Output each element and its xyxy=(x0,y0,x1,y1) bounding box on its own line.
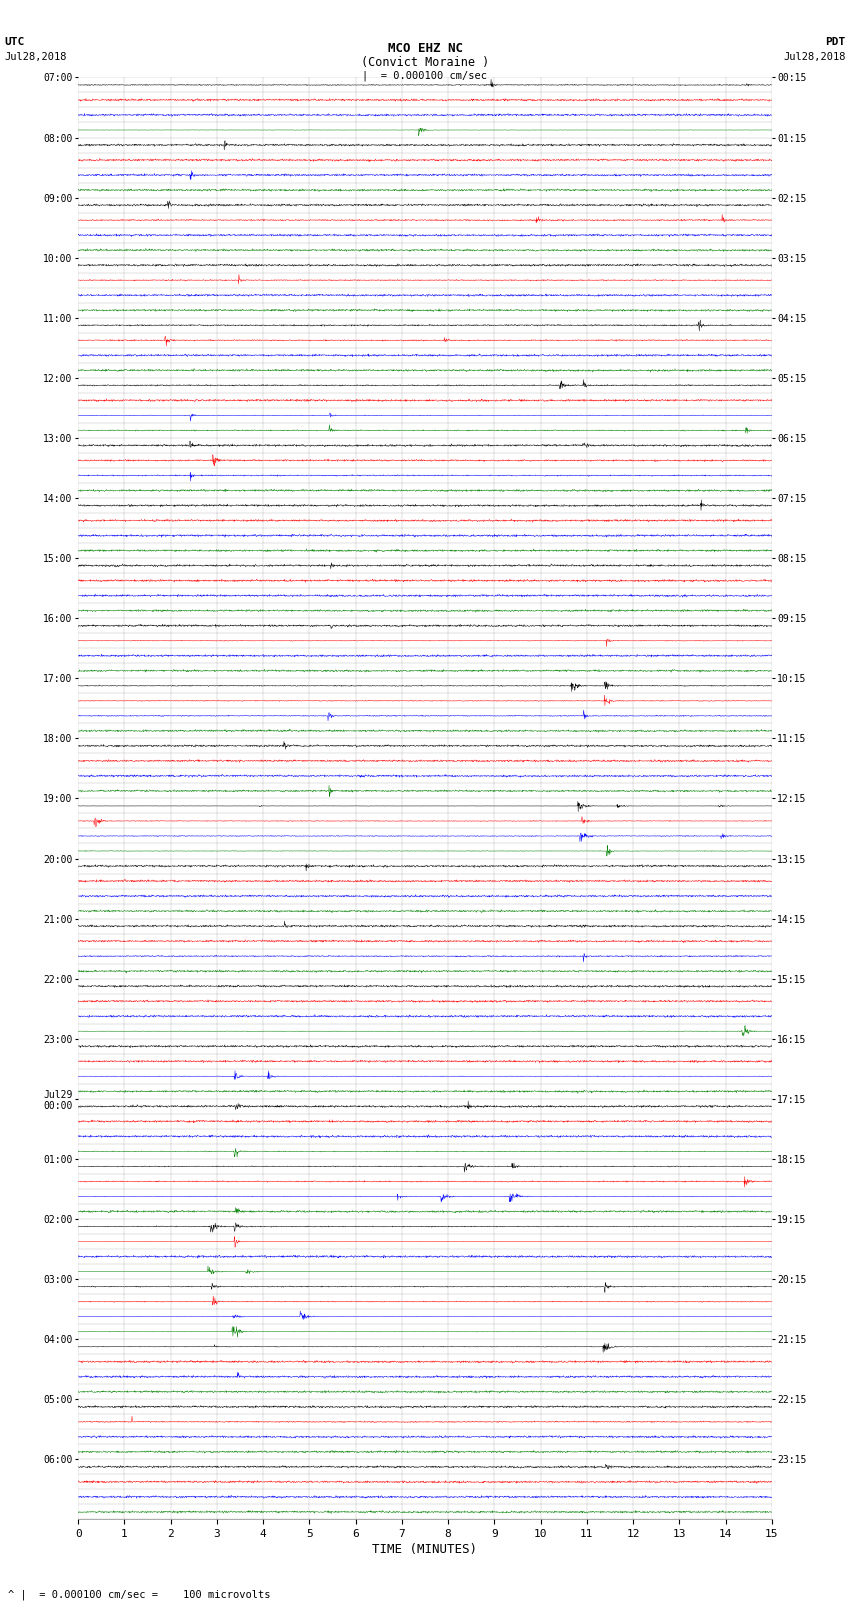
Text: Jul28,2018: Jul28,2018 xyxy=(783,52,846,61)
Text: |  = 0.000100 cm/sec: | = 0.000100 cm/sec xyxy=(362,71,488,82)
Text: ^ |  = 0.000100 cm/sec =    100 microvolts: ^ | = 0.000100 cm/sec = 100 microvolts xyxy=(8,1589,271,1600)
X-axis label: TIME (MINUTES): TIME (MINUTES) xyxy=(372,1544,478,1557)
Text: MCO EHZ NC: MCO EHZ NC xyxy=(388,42,462,55)
Text: UTC: UTC xyxy=(4,37,25,47)
Text: Jul28,2018: Jul28,2018 xyxy=(4,52,67,61)
Text: PDT: PDT xyxy=(825,37,846,47)
Text: (Convict Moraine ): (Convict Moraine ) xyxy=(361,56,489,69)
